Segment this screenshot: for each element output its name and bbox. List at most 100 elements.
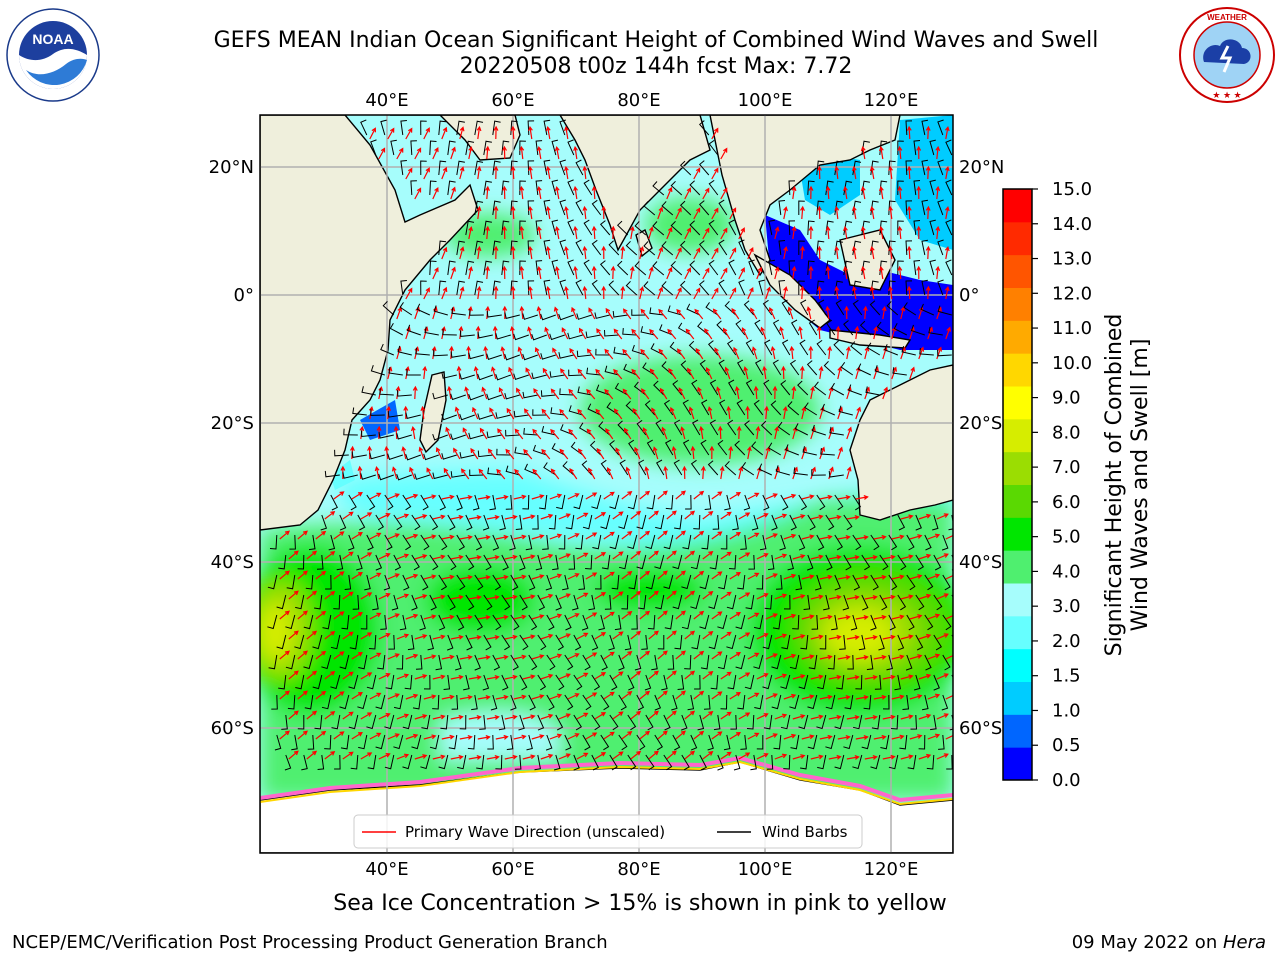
wave-direction-arrow: [573, 145, 578, 160]
wave-direction-arrow: [378, 593, 391, 600]
wind-barb: [937, 305, 952, 316]
wind-barb: [339, 514, 347, 531]
wind-barb: [667, 654, 675, 670]
wind-barb: [929, 139, 936, 156]
wind-barb: [616, 220, 629, 236]
wave-direction-arrow: [918, 593, 932, 600]
wind-barb: [402, 574, 410, 591]
wave-direction-arrow: [586, 388, 596, 400]
wave-direction-arrow: [729, 652, 742, 660]
wind-barb: [901, 345, 916, 356]
wave-direction-arrow: [531, 494, 545, 500]
wind-barb: [443, 674, 451, 690]
wind-barb: [865, 386, 880, 396]
wave-direction-arrow: [513, 614, 527, 620]
wave-direction-arrow: [414, 147, 422, 160]
wave-direction-arrow: [906, 165, 912, 180]
wind-barb: [441, 413, 457, 421]
wave-direction-arrow: [315, 730, 327, 740]
wind-barb: [708, 219, 719, 236]
wave-direction-arrow: [639, 286, 645, 300]
wind-barb: [698, 200, 710, 216]
wind-barb: [285, 654, 296, 670]
wave-direction-arrow: [432, 554, 446, 560]
wind-barb: [640, 326, 655, 336]
wind-barb: [937, 239, 944, 256]
wave-direction-arrow: [743, 366, 749, 380]
wind-barb: [390, 139, 397, 156]
colorbar-swatch: [1003, 418, 1032, 453]
wave-direction-arrow: [734, 385, 740, 400]
wave-direction-arrow: [594, 552, 607, 560]
wave-direction-arrow: [693, 530, 705, 540]
wind-barb: [591, 634, 599, 651]
wave-direction-arrow: [435, 446, 443, 460]
wind-barb: [492, 280, 501, 296]
wind-barb: [839, 634, 846, 650]
wind-barb: [645, 714, 654, 731]
wind-barb: [400, 280, 407, 296]
wave-direction-arrow: [568, 388, 578, 400]
wind-barb: [857, 363, 872, 376]
colorbar-tick-label: 1.0: [1052, 700, 1081, 721]
wave-direction-arrow: [747, 532, 760, 540]
wave-direction-arrow: [714, 347, 722, 360]
wave-direction-arrow: [955, 267, 959, 279]
wave-direction-arrow: [369, 732, 382, 740]
wind-barb: [608, 240, 620, 256]
wave-direction-arrow: [297, 530, 308, 540]
wind-barb: [297, 715, 305, 730]
wind-barb: [396, 473, 412, 481]
wind-barb: [645, 754, 655, 771]
wave-direction-arrow: [702, 511, 714, 520]
wind-barb: [448, 734, 458, 750]
wind-barb: [483, 260, 492, 276]
wave-direction-arrow: [536, 225, 542, 240]
wave-direction-arrow: [783, 613, 797, 620]
wind-barb: [364, 574, 371, 591]
wind-barb: [740, 534, 747, 550]
wind-barb: [825, 554, 833, 571]
wave-direction-arrow: [563, 165, 569, 180]
wave-direction-arrow: [459, 126, 465, 140]
wave-direction-arrow: [935, 265, 941, 280]
wave-direction-arrow: [891, 654, 905, 660]
wave-direction-arrow: [528, 245, 533, 260]
wave-direction-arrow: [783, 206, 788, 220]
wave-direction-arrow: [459, 166, 465, 180]
wave-direction-arrow: [531, 534, 545, 540]
wave-direction-arrow: [810, 514, 824, 520]
wind-barb: [634, 221, 647, 236]
wind-barb: [370, 409, 385, 416]
wind-barb: [636, 514, 647, 530]
wind-barb: [549, 333, 565, 341]
wave-direction-arrow: [605, 307, 614, 320]
wind-barb: [910, 324, 925, 336]
wave-direction-arrow: [476, 125, 482, 140]
wind-barb: [474, 240, 484, 256]
colorbar-tick-label: 6.0: [1052, 492, 1081, 513]
wave-direction-arrow: [432, 674, 446, 680]
lon-top-label: 40°E: [365, 90, 408, 111]
wave-direction-arrow: [897, 145, 903, 160]
colorbar-swatch: [1003, 320, 1032, 354]
wind-barb: [753, 654, 764, 670]
wave-direction-arrow: [720, 227, 728, 240]
wave-direction-arrow: [955, 593, 966, 599]
wave-direction-arrow: [837, 366, 843, 380]
wave-direction-arrow: [351, 692, 363, 700]
wave-direction-arrow: [762, 365, 767, 380]
wind-barb: [700, 654, 710, 670]
wind-barb: [447, 180, 456, 196]
wind-barb: [649, 307, 664, 316]
wind-barb: [745, 339, 755, 356]
wave-direction-arrow: [846, 595, 860, 600]
wind-barb: [600, 734, 610, 751]
wind-barb: [576, 350, 592, 358]
wave-direction-arrow: [536, 145, 542, 160]
wave-direction-arrow: [945, 613, 953, 620]
wave-direction-arrow: [495, 694, 509, 700]
wind-barb: [945, 259, 953, 276]
wind-barb: [564, 614, 572, 631]
wind-barb: [921, 119, 928, 136]
